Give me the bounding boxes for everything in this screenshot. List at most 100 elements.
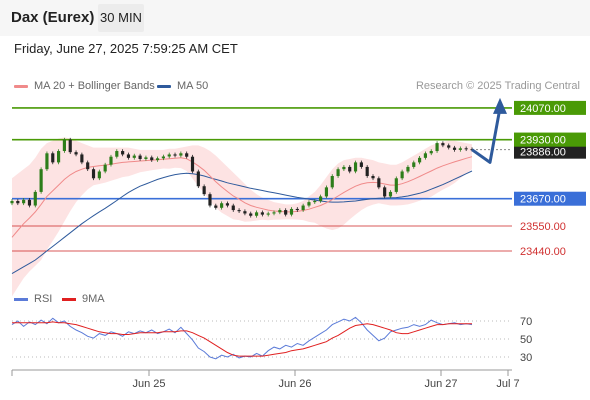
level-label-0-bg: [514, 100, 586, 115]
legend-ma20: MA 20 + Bollinger Bands: [14, 80, 155, 92]
candle-body-38: [231, 205, 235, 211]
ma50-swatch: [157, 84, 171, 88]
candle-body-62: [371, 176, 375, 179]
candle-body-23: [144, 157, 148, 159]
candle-body-53: [319, 196, 323, 201]
candle-body-73: [435, 143, 439, 152]
candle-body-72: [429, 151, 433, 154]
candle-body-66: [394, 178, 398, 192]
candle-body-39: [237, 210, 241, 212]
interval-selector[interactable]: 30 MIN: [98, 4, 144, 32]
x-tick-label-3: Jul 7: [496, 378, 519, 390]
candle-body-46: [278, 210, 282, 213]
timestamp: Friday, June 27, 2025 7:59:25 AM CET: [14, 41, 238, 56]
candle-body-78: [464, 148, 468, 150]
level-label-0: 24070.00: [520, 103, 566, 115]
legend-rsi: RSI: [14, 293, 52, 305]
rsi-ma-line: [12, 321, 472, 357]
level-label-2-bg: [514, 191, 586, 206]
legend-rsi-ma: 9MA: [62, 293, 105, 305]
chart-header: Dax (Eurex) 30 MIN: [0, 0, 590, 36]
candle-body-31: [190, 156, 195, 172]
candle-body-6: [45, 153, 49, 170]
candle-body-49: [295, 208, 299, 211]
candle-body-36: [220, 203, 224, 208]
candle-body-56: [336, 169, 340, 177]
rsi-line: [11, 316, 473, 360]
ma50-line: [11, 170, 473, 275]
level-label-3: 23550.00: [520, 221, 566, 233]
candle-body-70: [418, 157, 422, 163]
candle-body-55: [330, 176, 334, 188]
candle-body-28: [173, 154, 177, 156]
candle-body-0: [10, 200, 14, 204]
candle-body-5: [39, 169, 43, 192]
candle-body-76: [452, 147, 457, 150]
candle-body-2: [22, 199, 26, 204]
candle-body-75: [447, 145, 451, 148]
level-label-top-bg: [514, 132, 586, 147]
candle-body-33: [202, 186, 206, 195]
legend-ma50: MA 50: [157, 80, 208, 92]
legend-ma50-label: MA 50: [177, 80, 209, 92]
candle-body-32: [196, 171, 200, 187]
candle-body-68: [406, 166, 410, 172]
bollinger-band: [12, 137, 472, 297]
candle-body-60: [359, 162, 363, 167]
candle-body-51: [307, 202, 311, 206]
x-tick-label-0: Jun 25: [132, 378, 165, 390]
forecast-path: [471, 107, 502, 164]
candle-body-8: [57, 151, 61, 163]
candle-body-48: [289, 208, 294, 215]
research-credit: Research © 2025 Trading Central: [415, 80, 580, 92]
candle-body-27: [167, 154, 171, 157]
candle-body-25: [155, 158, 160, 161]
candle-body-17: [109, 156, 113, 165]
candle-body-59: [353, 162, 358, 172]
x-tick-label-2: Jun 27: [424, 378, 457, 390]
candle-body-20: [126, 154, 131, 158]
candle-body-22: [138, 155, 142, 159]
candle-body-11: [74, 152, 78, 155]
candle-body-4: [33, 191, 37, 206]
candle-body-44: [266, 213, 270, 215]
candle-body-52: [313, 200, 317, 203]
candle-body-58: [348, 166, 352, 172]
candle-body-3: [27, 199, 32, 206]
rsi-tick-1: 50: [520, 334, 532, 346]
candle-body-54: [324, 187, 329, 197]
candle-body-10: [68, 139, 72, 153]
level-label-top: 23930.00: [520, 135, 566, 147]
legend-rsi-label: RSI: [34, 293, 53, 305]
candle-body-64: [383, 187, 387, 197]
candle-body-1: [16, 200, 20, 204]
candle-body-61: [365, 166, 369, 177]
x-tick-label-1: Jun 26: [278, 378, 311, 390]
instrument-title: Dax (Eurex): [11, 9, 95, 26]
rsi-swatch: [14, 297, 28, 301]
candle-body-77: [458, 148, 462, 150]
level-label-2: 23670.00: [520, 194, 566, 206]
candle-body-45: [272, 212, 276, 214]
rsi-tick-0: 70: [520, 316, 532, 328]
candle-body-24: [150, 157, 154, 161]
current-price-tag-bg: [514, 144, 586, 159]
candle-body-30: [185, 153, 189, 157]
candle-body-29: [179, 153, 183, 156]
candle-body-34: [208, 194, 212, 206]
forecast-arrow-head: [493, 97, 507, 114]
candle-body-42: [254, 212, 259, 216]
legend-rsi-ma-label: 9MA: [82, 293, 105, 305]
candle-body-40: [243, 211, 247, 214]
candle-body-14: [91, 169, 96, 179]
legend-ma20-label: MA 20 + Bollinger Bands: [34, 80, 155, 92]
candle-body-57: [342, 166, 346, 170]
rsi-tick-2: 30: [520, 352, 532, 364]
candle-body-26: [161, 156, 165, 159]
level-label-4: 23440.00: [520, 246, 566, 258]
rsi-ma-swatch: [62, 297, 76, 301]
candle-body-12: [80, 154, 84, 163]
candle-body-74: [441, 143, 445, 146]
candle-body-15: [97, 171, 101, 179]
candle-body-69: [412, 162, 416, 167]
